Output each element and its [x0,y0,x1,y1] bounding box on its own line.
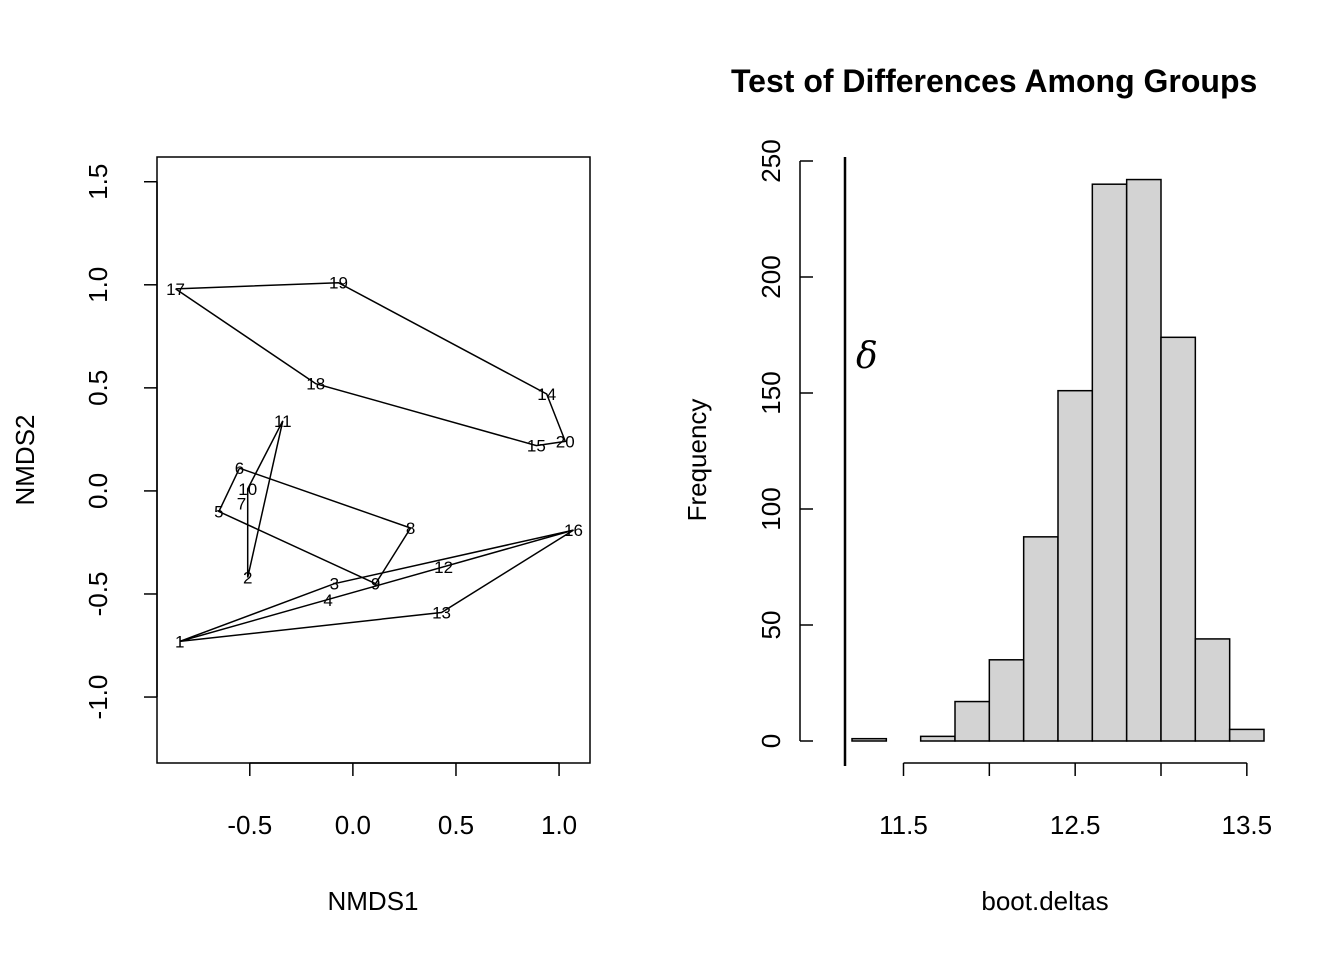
histogram-bar-4 [954,700,991,742]
histogram-bar-1 [851,737,888,742]
histogram-x-tick-label: 13.5 [1222,810,1273,840]
point-label-16: 16 [564,521,583,540]
histogram-y-tick-label: 150 [756,371,786,414]
nmds-y-label: NMDS2 [10,414,40,505]
histogram-y-label: Frequency [682,399,712,522]
nmds-y-tick-label: 1.5 [83,164,113,200]
histogram-y-tick-label: 0 [756,734,786,748]
nmds-y-tick-label: -1.0 [83,675,113,720]
hull-line-3 [246,420,284,578]
nmds-x-axis: -0.5 0.0 0.5 1.0 [227,762,577,840]
histogram-title: Test of Differences Among Groups [731,63,1257,99]
nmds-y-tick-label: 0.5 [83,370,113,406]
histogram-x-tick-label: 11.5 [879,810,928,840]
histogram-bar-3 [919,735,956,742]
histogram-y-tick-label: 200 [756,255,786,298]
point-label-5: 5 [214,503,223,522]
histogram-bar-8 [1091,183,1128,742]
nmds-y-tick-label: -0.5 [83,572,113,617]
hull-line-1 [175,281,567,447]
nmds-x-tick-label: 1.0 [541,810,577,840]
nmds-x-tick-label: 0.0 [335,810,371,840]
point-label-6: 6 [235,459,244,478]
point-label-8: 8 [406,519,415,538]
point-label-18: 18 [306,375,325,394]
point-label-9: 9 [371,575,380,594]
delta-label: δ [856,336,878,377]
point-label-7: 7 [237,494,246,513]
point-label-4: 4 [323,591,332,610]
point-label-17: 17 [166,280,185,299]
histogram-y-tick-label: 250 [756,139,786,182]
histogram-plot: Test of Differences Among Groups 11.5 12.… [682,63,1272,916]
histogram-bar-10 [1160,336,1197,742]
histogram-bar-6 [1022,536,1059,742]
histogram-y-tick-label: 100 [756,487,786,530]
point-label-2: 2 [243,568,252,587]
histogram-bar-5 [988,659,1025,742]
nmds-hulls [175,281,574,643]
point-label-15: 15 [527,437,546,456]
hull-line-4 [179,529,574,643]
nmds-plot-frame [156,156,591,764]
histogram-x-tick-label: 12.5 [1050,810,1101,840]
histogram-y-tick-label: 50 [756,611,786,640]
nmds-x-tick-label: -0.5 [227,810,272,840]
point-label-14: 14 [537,385,556,404]
histogram-bar-9 [1125,178,1162,742]
histogram-bar-7 [1057,389,1094,742]
histogram-x-axis: 11.5 12.5 13.5 [879,762,1273,840]
point-label-13: 13 [432,604,451,623]
point-label-11: 11 [274,412,292,431]
histogram-bars [851,178,1265,742]
point-label-10: 10 [238,480,257,499]
point-label-12: 12 [434,558,453,577]
nmds-y-axis: -1.0 -0.5 0.0 0.5 1.0 1.5 [83,164,158,720]
histogram-y-axis: 0 50 100 150 200 250 [756,139,813,748]
point-label-3: 3 [330,575,339,594]
histogram-x-label: boot.deltas [981,886,1108,916]
point-label-19: 19 [329,274,348,293]
point-label-20: 20 [556,432,575,451]
nmds-x-tick-label: 0.5 [438,810,474,840]
histogram-bar-12 [1228,728,1265,742]
histogram-bar-11 [1194,638,1231,742]
hull-line-2 [217,467,412,585]
nmds-y-tick-label: 1.0 [83,267,113,303]
nmds-y-tick-label: 0.0 [83,473,113,509]
hull-line-5 [179,529,574,643]
nmds-x-label: NMDS1 [327,886,418,916]
point-label-1: 1 [175,632,184,651]
